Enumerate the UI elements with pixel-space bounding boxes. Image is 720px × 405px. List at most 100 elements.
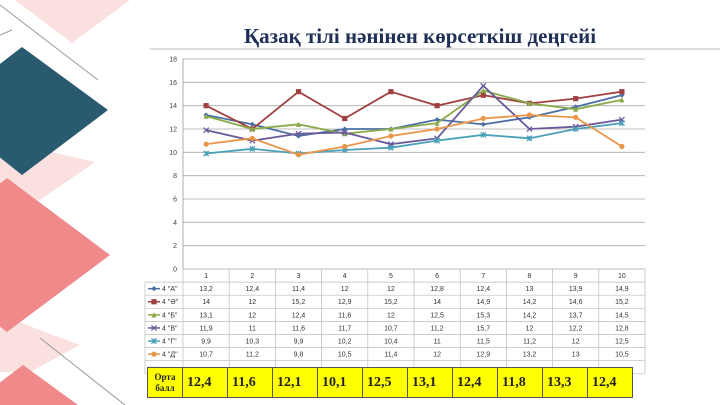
triangle-marker bbox=[480, 87, 486, 94]
table-cell: 12,4 bbox=[245, 286, 259, 293]
triangle-marker bbox=[619, 97, 625, 103]
table-cell: 12 bbox=[387, 312, 395, 319]
square-marker bbox=[434, 103, 440, 109]
series-4 bbox=[203, 82, 625, 148]
diagonal-line bbox=[0, 4, 99, 81]
circle-marker bbox=[619, 143, 625, 150]
table-cell: 15,2 bbox=[615, 299, 629, 306]
series-5 bbox=[203, 120, 625, 157]
table-cell: 10,3 bbox=[245, 339, 259, 346]
table-cell: 11,2 bbox=[523, 339, 536, 346]
table-cell: 12 bbox=[248, 312, 256, 319]
average-value: 12,4 bbox=[182, 367, 228, 398]
diagonal-line-short bbox=[0, 29, 13, 36]
table-cell: 12,9 bbox=[338, 299, 352, 306]
salmon-diamond bbox=[0, 178, 110, 332]
triangle-marker bbox=[526, 100, 533, 106]
table-cell: 12 bbox=[387, 286, 395, 293]
y-tick-label: 16 bbox=[169, 80, 177, 87]
table-cell: 11,2 bbox=[246, 352, 259, 359]
table-cell: 13,1 bbox=[199, 312, 213, 319]
x-marker bbox=[341, 129, 348, 136]
table-cell: 13,2 bbox=[523, 352, 537, 359]
square-marker bbox=[619, 89, 625, 95]
table-cell: 13,7 bbox=[569, 312, 583, 319]
x-marker bbox=[434, 137, 441, 144]
y-tick-label: 0 bbox=[173, 267, 177, 274]
table-cell: 10,5 bbox=[615, 352, 629, 359]
table-cell: 12,2 bbox=[569, 325, 583, 332]
average-label-line2: балл bbox=[155, 382, 175, 393]
triangle-marker bbox=[342, 131, 348, 137]
y-tick-label: 18 bbox=[169, 57, 177, 64]
legend-label: 4 "Ә" bbox=[162, 299, 179, 306]
average-value: 12,4 bbox=[452, 367, 498, 398]
chart-title: Қазақ тілі нәнінен көрсеткіш деңгейі bbox=[243, 24, 597, 48]
average-value: 12,1 bbox=[272, 367, 318, 398]
table-cell: 12,4 bbox=[292, 312, 306, 319]
y-tick-label: 2 bbox=[173, 243, 177, 250]
table-cell: 13,2 bbox=[199, 286, 213, 293]
table-cell: 12 bbox=[526, 325, 534, 332]
triangle-marker bbox=[388, 126, 394, 132]
table-cell: 12,4 bbox=[476, 286, 490, 293]
square-marker bbox=[480, 92, 486, 98]
legend-label: 4 "Д" bbox=[162, 352, 178, 359]
legend-label: 4 "В" bbox=[162, 325, 178, 332]
average-label-line1: Орта bbox=[154, 371, 176, 382]
x-marker bbox=[249, 145, 256, 152]
x-marker bbox=[526, 125, 533, 133]
x-tick-label: 3 bbox=[297, 273, 301, 280]
table-cell: 12 bbox=[341, 286, 349, 293]
triangle-marker bbox=[434, 120, 440, 126]
circle-marker bbox=[342, 143, 348, 150]
series-3 bbox=[203, 87, 625, 137]
triangle-marker bbox=[151, 312, 157, 318]
circle-marker bbox=[151, 351, 157, 357]
legend-label: 4 "А" bbox=[162, 286, 178, 293]
circle-marker bbox=[480, 115, 486, 122]
y-tick-label: 12 bbox=[169, 127, 177, 134]
table-cell: 13,9 bbox=[569, 286, 583, 293]
x-tick-label: 5 bbox=[389, 273, 393, 280]
table-cell: 11,4 bbox=[292, 286, 305, 293]
table-cell: 15,3 bbox=[476, 312, 490, 319]
x-marker bbox=[150, 338, 158, 345]
square-marker bbox=[342, 115, 348, 122]
table-cell: 14,5 bbox=[615, 312, 629, 319]
table-cell: 10,7 bbox=[199, 352, 213, 359]
average-score-row: Орта балл 12,4 11,6 12,1 10,1 12,5 13,1 12,4 11,… bbox=[147, 367, 633, 398]
x-marker bbox=[387, 144, 394, 151]
diamond-marker bbox=[342, 126, 348, 132]
circle-marker bbox=[249, 135, 255, 141]
x-marker bbox=[203, 127, 210, 134]
series-line bbox=[205, 89, 623, 135]
table-cell: 12,8 bbox=[430, 286, 444, 293]
diagonal-line-bottom bbox=[39, 337, 126, 405]
table-cell: 14,6 bbox=[569, 299, 583, 306]
table-cell: 12,5 bbox=[430, 312, 444, 319]
average-value: 13,3 bbox=[542, 367, 588, 398]
series-line bbox=[205, 94, 623, 137]
circle-marker bbox=[573, 114, 579, 120]
table-cell: 11,4 bbox=[384, 352, 397, 359]
table-cell: 14,9 bbox=[476, 299, 490, 306]
x-tick-label: 9 bbox=[574, 273, 578, 280]
legend-label: 4 "Б" bbox=[162, 312, 178, 319]
table-cell: 11,5 bbox=[477, 339, 490, 346]
table-cell: 12,5 bbox=[615, 339, 629, 346]
average-value: 13,1 bbox=[407, 367, 453, 398]
average-value: 10,1 bbox=[317, 367, 363, 398]
table-cell: 14 bbox=[202, 299, 210, 306]
table-cell: 10,5 bbox=[338, 352, 352, 359]
x-marker bbox=[618, 120, 625, 127]
square-marker bbox=[573, 96, 579, 102]
triangle-marker bbox=[573, 106, 579, 112]
table-cell: 14,9 bbox=[615, 286, 629, 293]
square-marker bbox=[295, 89, 302, 95]
table-cell: 12 bbox=[248, 299, 256, 306]
x-marker bbox=[480, 131, 487, 138]
salmon-triangle-bottom bbox=[0, 365, 78, 405]
table-cell: 11 bbox=[433, 339, 440, 346]
